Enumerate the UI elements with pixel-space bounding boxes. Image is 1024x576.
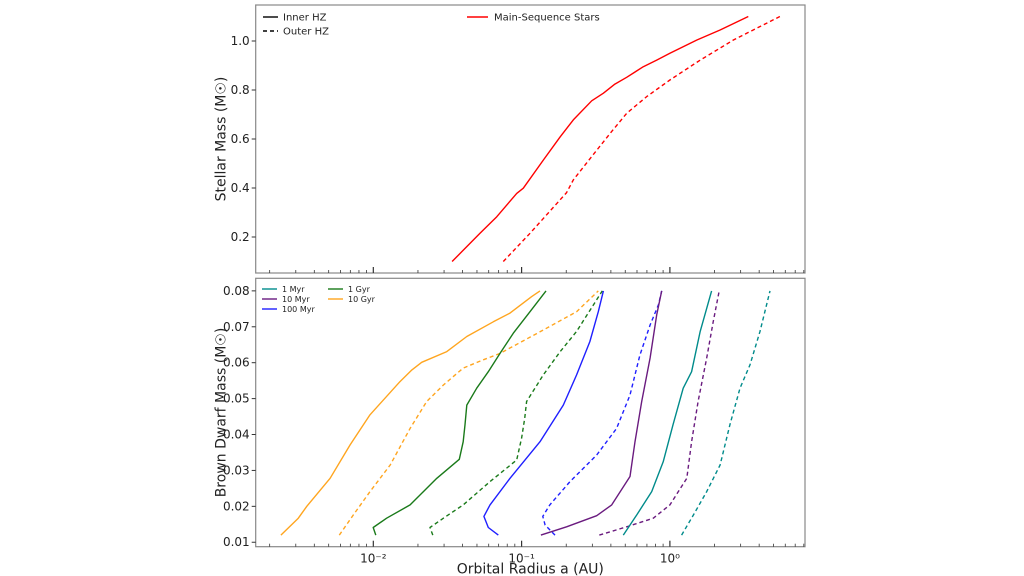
series-line-100-myr-inner [483, 290, 605, 536]
legend-label: 1 Myr [282, 285, 305, 294]
y-tick-label: 0.06 [223, 356, 250, 370]
series-line-1-myr-outer [680, 290, 771, 536]
x-tick-label: 10⁰ [660, 552, 680, 566]
legend-label: 10 Gyr [348, 295, 376, 304]
series-line-100-myr-outer [542, 290, 663, 536]
y-axis-label: Stellar Mass (M☉) [214, 77, 230, 202]
legend-label: Main-Sequence Stars [494, 13, 600, 24]
y-tick-label: 0.2 [231, 230, 250, 244]
series-line-10-myr-outer [599, 290, 720, 536]
series-line-main-sequence-stars-inner [451, 15, 749, 262]
y-tick-label: 0.08 [223, 284, 250, 298]
y-tick-label: 0.03 [223, 463, 250, 477]
legend-label: Outer HZ [283, 27, 329, 38]
series-line-10-myr-inner [540, 290, 663, 536]
stellar-mass-panel: 0.2 0.4 0.6 0.8 1.0 Stellar Mass (M☉) Inner HZ… [214, 4, 806, 274]
plot-frame [255, 4, 806, 274]
y-tick-label: 0.4 [231, 181, 250, 195]
legend-label: 10 Myr [282, 295, 310, 304]
x-tick-label: 10⁻² [360, 552, 387, 566]
legend-label: Inner HZ [283, 13, 327, 24]
series-line-10-gyr-outer [338, 290, 599, 536]
series-line-1-gyr-inner [372, 290, 547, 536]
plot-frame [255, 277, 806, 548]
y-axis-label: Brown Dwarf Mass (M☉) [214, 328, 230, 498]
y-tick-label: 1.0 [231, 34, 250, 48]
y-tick-label: 0.07 [223, 320, 250, 334]
legend: Inner HZ Outer HZ Main-Sequence Stars [263, 13, 600, 38]
series-line-1-gyr-outer [429, 290, 603, 536]
brown-dwarf-panel: 0.01 0.02 0.03 0.04 0.05 0.06 0.07 0.08 10⁻² 10⁻¹… [214, 277, 806, 576]
x-tick-label: 10⁻¹ [508, 552, 535, 566]
y-tick-label: 0.8 [231, 83, 250, 97]
x-axis-label: Orbital Radius a (AU) [457, 562, 604, 576]
y-tick-label: 0.02 [223, 499, 250, 513]
y-tick-label: 0.6 [231, 132, 250, 146]
series-line-10-gyr-inner [280, 290, 541, 536]
legend-label: 100 Myr [282, 305, 315, 314]
y-tick-label: 0.04 [223, 428, 250, 442]
legend-label: 1 Gyr [348, 285, 371, 294]
series-line-1-myr-inner [622, 290, 713, 536]
series-line-main-sequence-stars-outer [502, 15, 781, 262]
y-tick-label: 0.01 [223, 535, 250, 549]
y-tick-label: 0.05 [223, 392, 250, 406]
